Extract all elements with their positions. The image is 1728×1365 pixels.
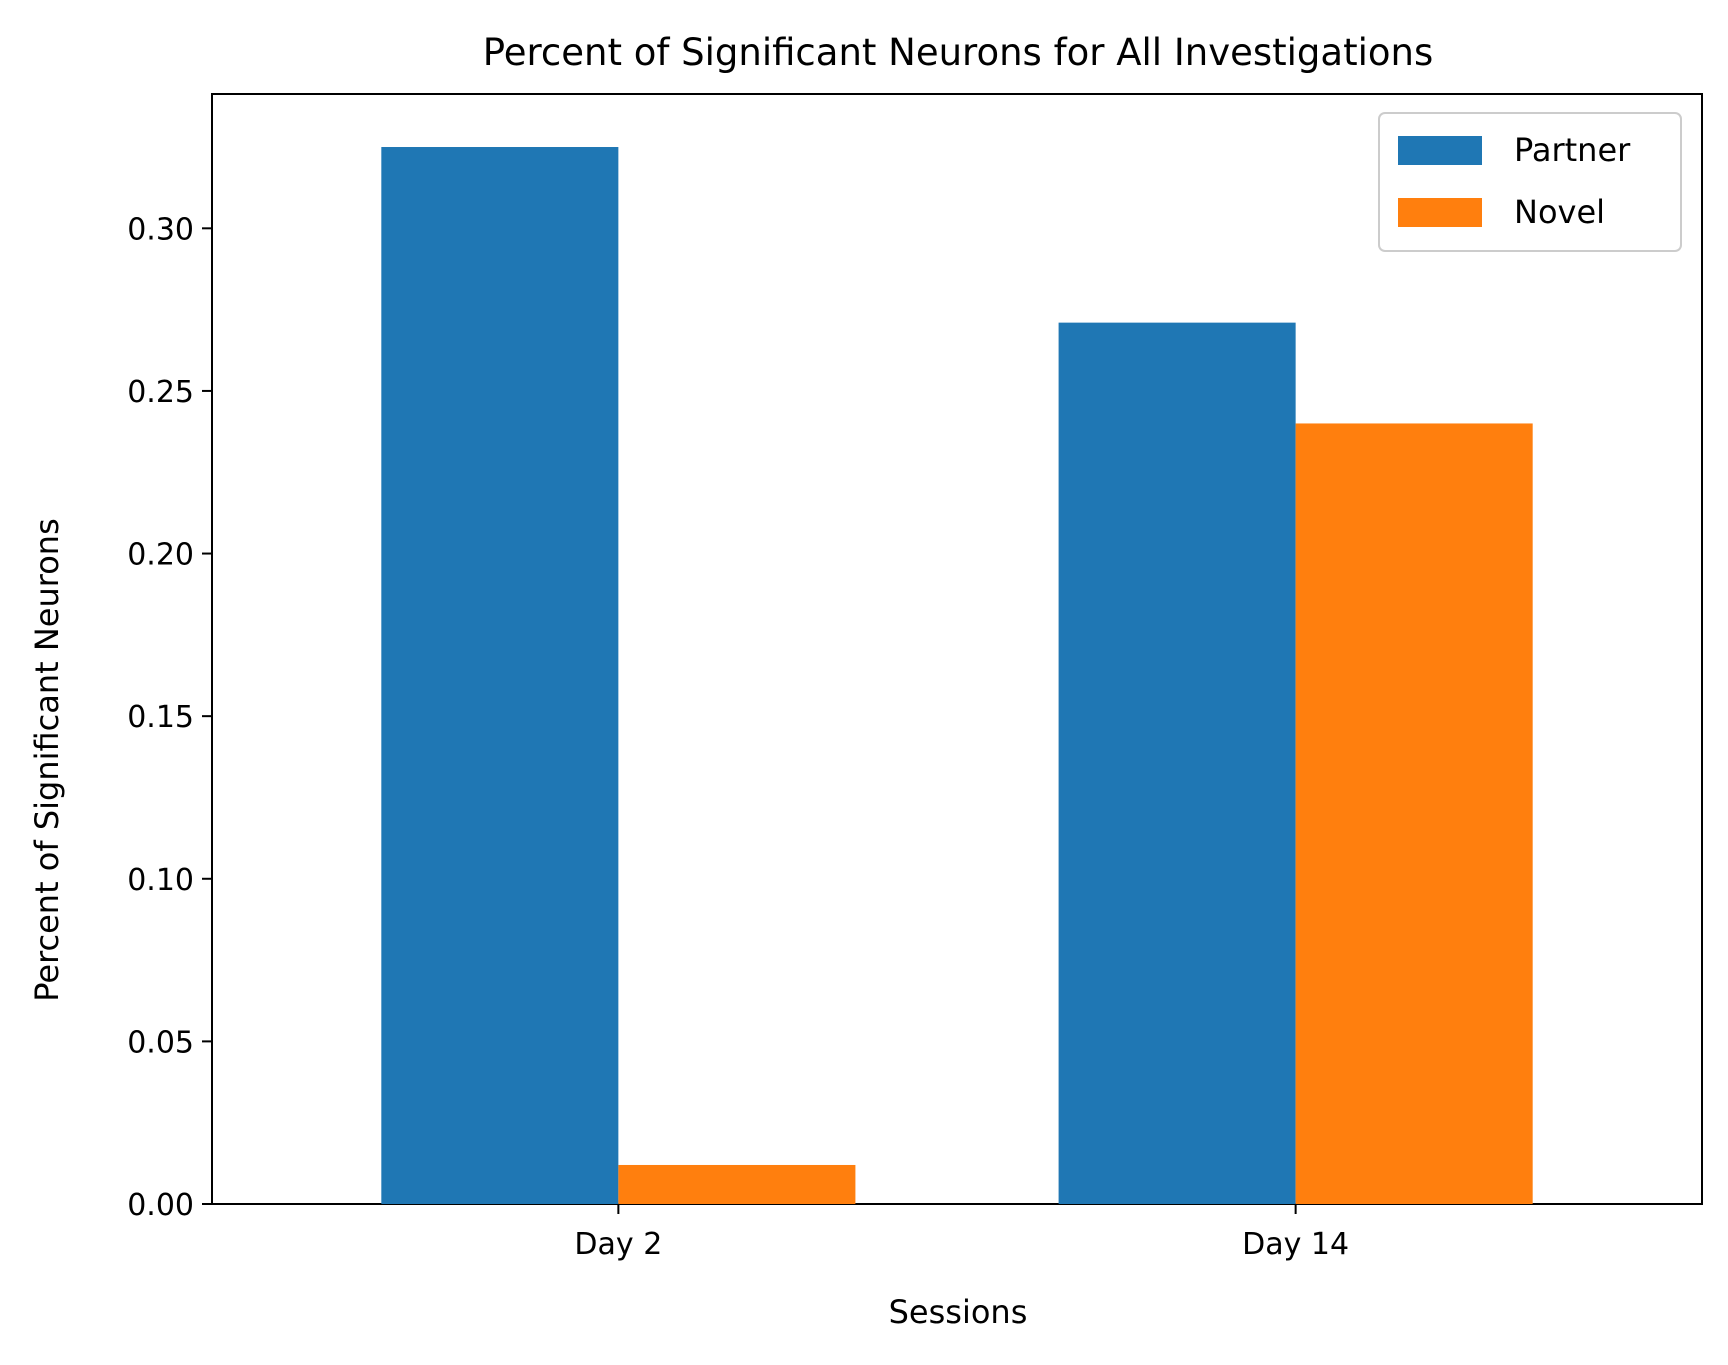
bar-novel-day-14 <box>1295 423 1533 1204</box>
chart-title: Percent of Significant Neurons for All I… <box>483 31 1434 74</box>
y-tick-label: 0.15 <box>127 700 194 735</box>
plot-frame <box>211 93 1703 1205</box>
legend-label-partner: Partner <box>1514 131 1631 169</box>
x-tick-label: Day 14 <box>1242 1227 1349 1262</box>
bar-novel-day-2 <box>618 1164 856 1204</box>
legend-swatch-partner <box>1398 136 1482 165</box>
y-tick-label: 0.10 <box>127 863 194 898</box>
y-tick-label: 0.00 <box>127 1188 194 1223</box>
bar-partner-day-14 <box>1058 322 1296 1204</box>
y-axis-ticks: 0.00 0.05 0.10 0.15 0.20 0.25 0.30 <box>127 212 212 1223</box>
x-axis-ticks: Day 2 Day 14 <box>574 1204 1349 1262</box>
bars <box>381 147 1533 1205</box>
y-axis-label: Percent of Significant Neurons <box>28 518 66 1002</box>
y-tick-label: 0.20 <box>127 538 194 573</box>
legend: Partner Novel <box>1378 112 1682 252</box>
x-tick-label: Day 2 <box>574 1227 662 1262</box>
bar-partner-day-2 <box>381 147 619 1205</box>
y-tick-label: 0.25 <box>127 375 194 410</box>
y-tick-label: 0.05 <box>127 1025 194 1060</box>
legend-label-novel: Novel <box>1514 193 1605 231</box>
y-tick-label: 0.30 <box>127 212 194 247</box>
x-axis-label: Sessions <box>889 1293 1028 1331</box>
legend-entries: Partner Novel <box>1398 131 1631 231</box>
legend-swatch-novel <box>1398 198 1482 227</box>
